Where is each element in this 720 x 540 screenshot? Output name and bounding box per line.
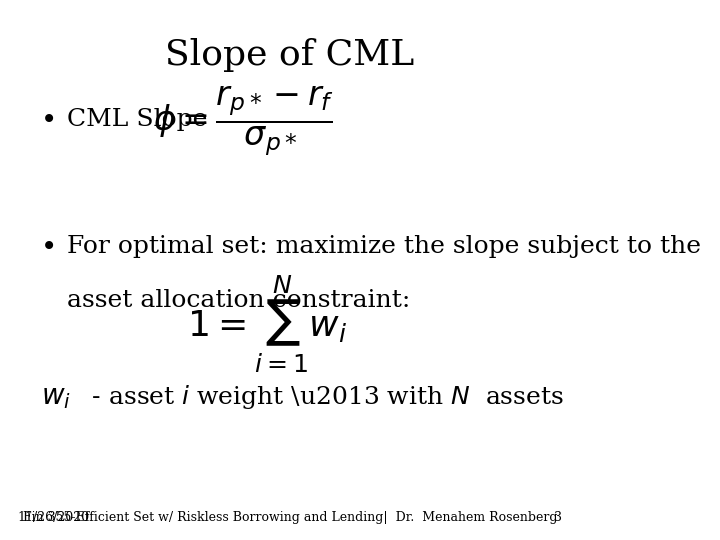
Text: 3: 3 xyxy=(554,511,562,524)
Text: $\phi = \dfrac{r_{p*} - r_f}{\sigma_{p*}}$: $\phi = \dfrac{r_{p*} - r_f}{\sigma_{p*}… xyxy=(153,85,334,158)
Text: For optimal set: maximize the slope subject to the: For optimal set: maximize the slope subj… xyxy=(67,235,701,258)
Text: $1 = \sum_{i=1}^{N} w_i$: $1 = \sum_{i=1}^{N} w_i$ xyxy=(186,273,347,375)
Text: •: • xyxy=(40,108,57,135)
Text: Slope of CML: Slope of CML xyxy=(166,38,415,72)
Text: 11/26/2020: 11/26/2020 xyxy=(17,511,89,524)
Text: $w_i$: $w_i$ xyxy=(40,383,71,411)
Text: CML Slope: CML Slope xyxy=(67,108,207,131)
Text: •: • xyxy=(40,235,57,262)
Text: - asset $i$ weight \u2013 with $N$  assets: - asset $i$ weight \u2013 with $N$ asset… xyxy=(84,383,564,411)
Text: Fin 355-Efficient Set w/ Riskless Borrowing and Lending|  Dr.  Menahem Rosenberg: Fin 355-Efficient Set w/ Riskless Borrow… xyxy=(22,511,557,524)
Text: asset allocation constraint:: asset allocation constraint: xyxy=(67,289,410,312)
